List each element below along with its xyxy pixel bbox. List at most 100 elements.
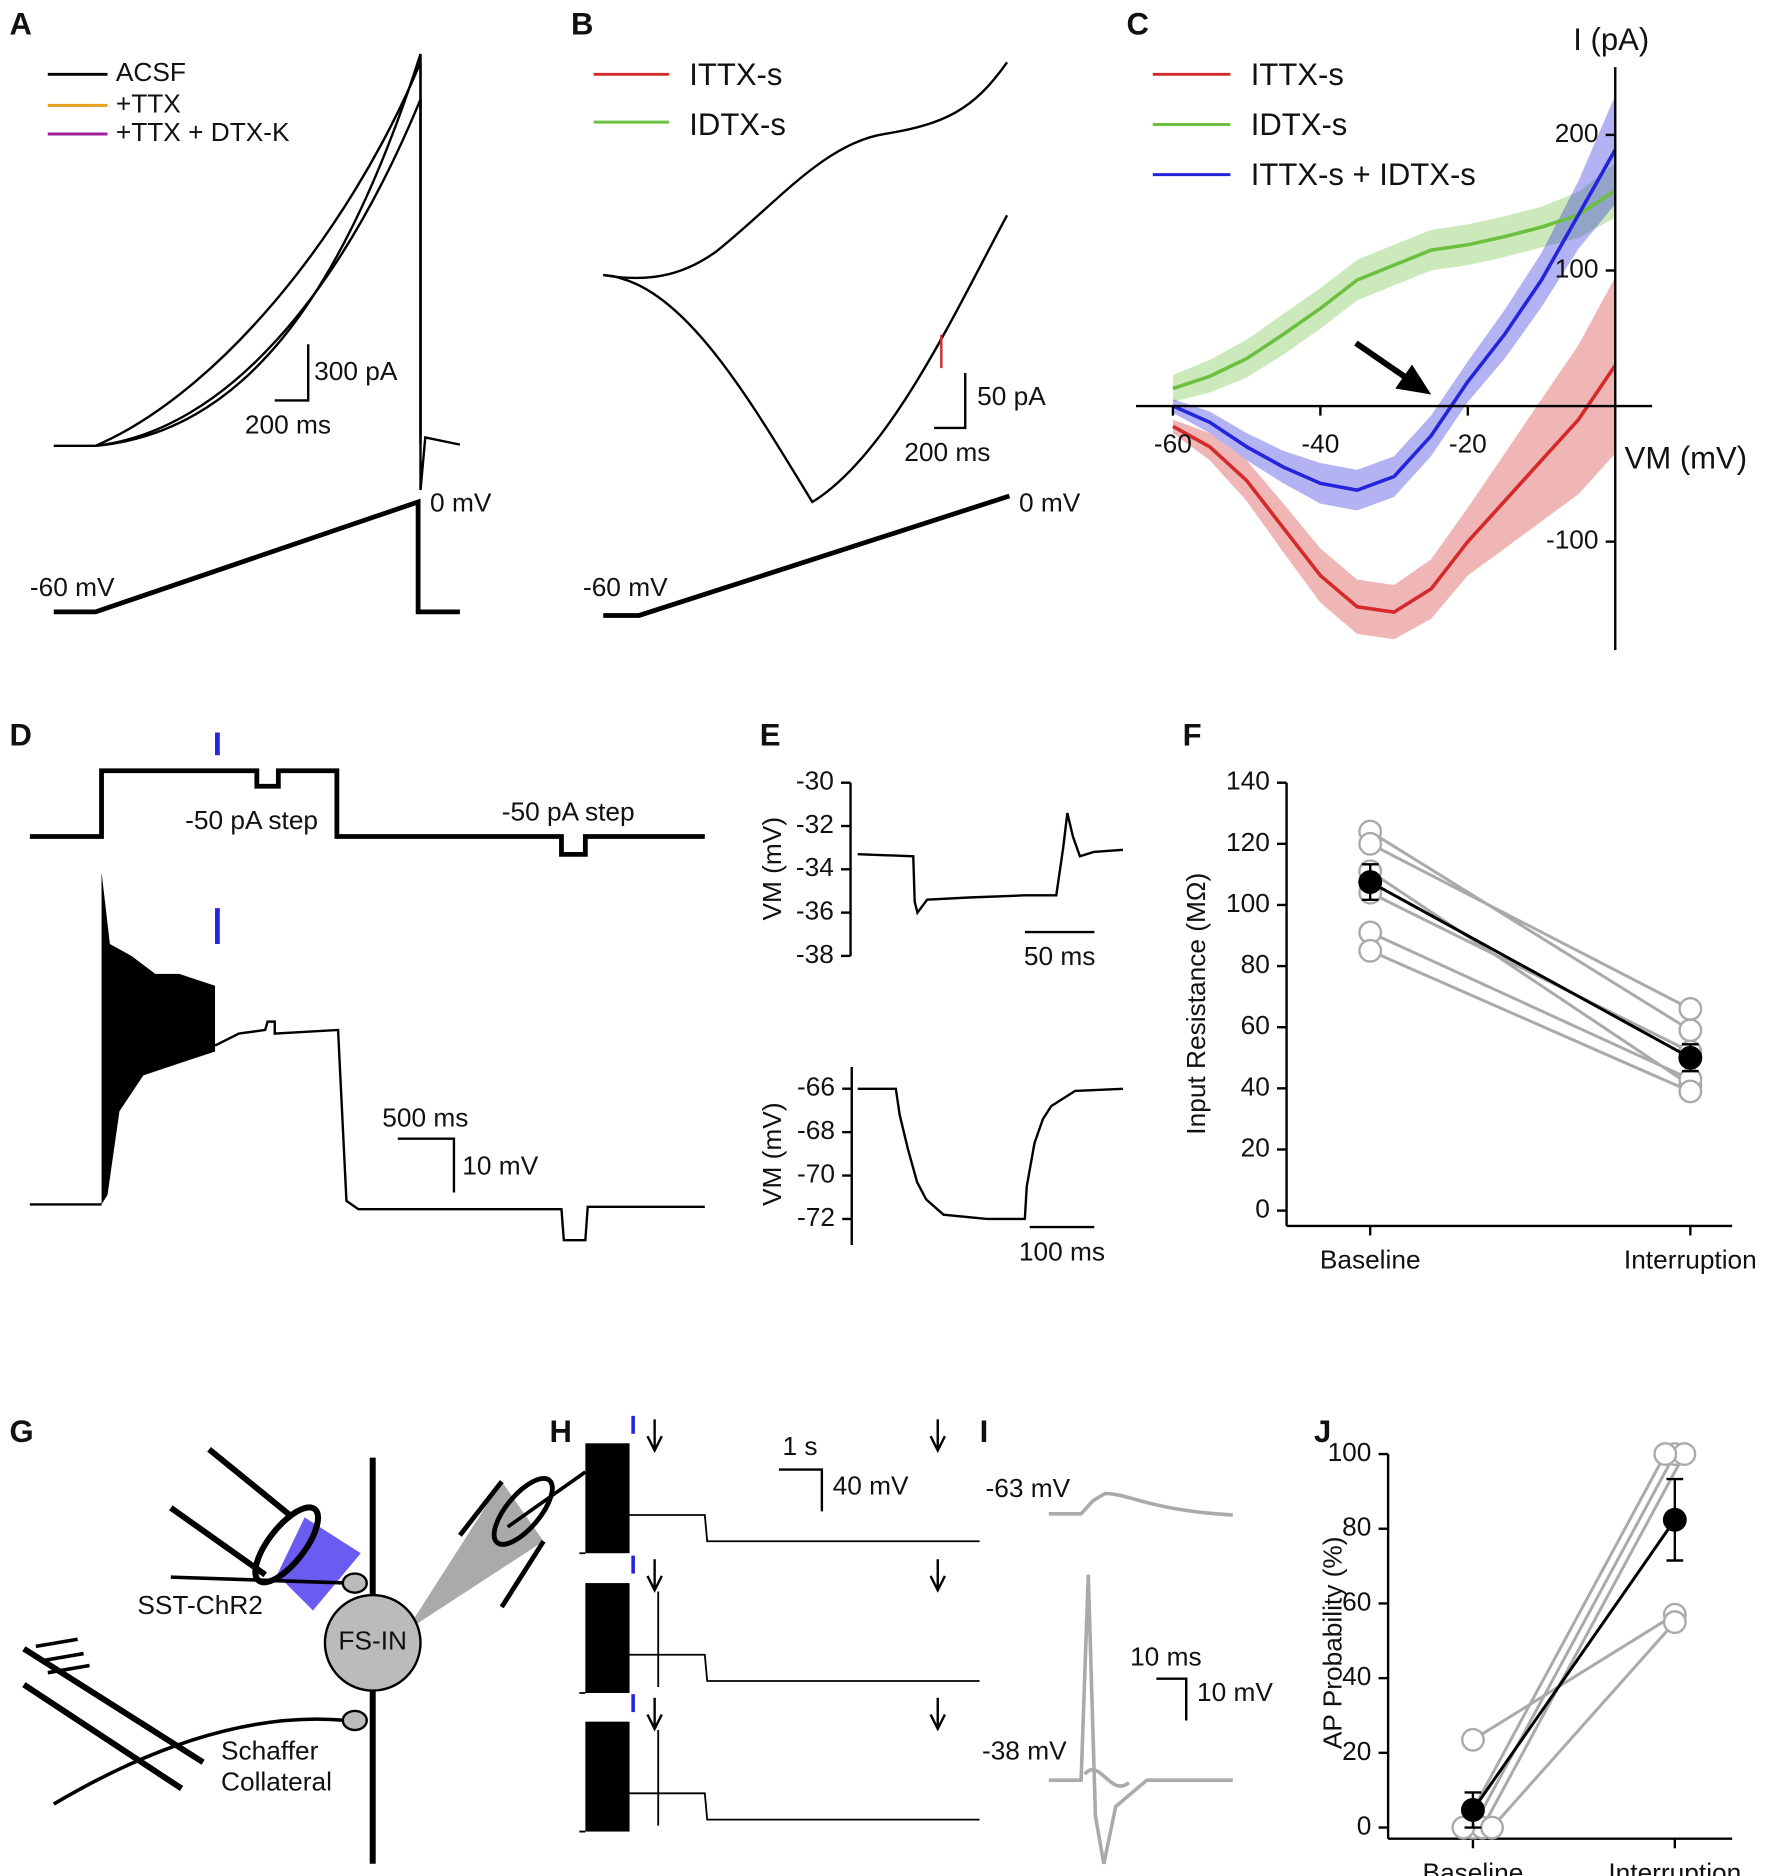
- x-tick-label: Interruption: [1608, 1857, 1741, 1876]
- light-cone: [277, 1517, 361, 1611]
- panel-label: F: [1183, 718, 1202, 753]
- panel-label: B: [571, 7, 593, 42]
- y-tick-label: -68: [797, 1115, 835, 1145]
- cell-line: [1462, 1453, 1667, 1829]
- mean-line: [1471, 1518, 1677, 1811]
- cell-line: [1369, 949, 1691, 1093]
- scale-label: 50 pA: [977, 381, 1046, 411]
- cell-line: [1369, 842, 1692, 1011]
- scale-label: 10 mV: [1197, 1677, 1273, 1707]
- scale-label: 1 s: [782, 1431, 817, 1461]
- pipette: [499, 1539, 546, 1609]
- cell-point: [1358, 938, 1383, 963]
- legend-label: ITTX-s: [1251, 57, 1344, 92]
- scale-label: 200 ms: [245, 410, 331, 440]
- stimulator: [22, 1646, 205, 1765]
- scale-bar: [274, 344, 310, 402]
- scale-label: 10 ms: [1130, 1641, 1202, 1671]
- y-axis-label: AP Probability (%): [1317, 1536, 1347, 1749]
- trace: [29, 1020, 705, 1242]
- panel-label: I: [980, 1414, 989, 1449]
- panel-label: H: [550, 1414, 572, 1449]
- legend-label: ACSF: [116, 57, 186, 87]
- legend-label: +TTX: [116, 88, 181, 118]
- cell-point: [1678, 1018, 1703, 1043]
- command: [53, 498, 460, 615]
- cell-line: [1369, 830, 1692, 1032]
- voltage-label: -63 mV: [986, 1473, 1071, 1503]
- stimulator: [22, 1682, 184, 1792]
- trace: [857, 812, 1124, 916]
- y-axis-label: I (pA): [1573, 22, 1649, 57]
- legend-label: +TTX + DTX-K: [116, 117, 290, 147]
- cell-point: [1678, 1079, 1703, 1104]
- panel-label: C: [1127, 7, 1149, 42]
- legend-label: IDTX-s: [689, 107, 786, 142]
- trace: [579, 1514, 980, 1555]
- line: [1172, 364, 1617, 614]
- scale-label: 50 ms: [1024, 941, 1096, 971]
- pipette-end: [491, 1476, 555, 1547]
- x-tick-label: -20: [1449, 428, 1487, 458]
- scale-bar: [934, 372, 967, 430]
- mean-point: [1662, 1507, 1687, 1532]
- command: [603, 493, 1011, 618]
- trace: [95, 61, 422, 447]
- trace: [603, 61, 1009, 280]
- y-axis-label: VM (mV): [757, 817, 787, 921]
- trace: [1048, 1491, 1233, 1517]
- y-tick-label: -66: [797, 1072, 835, 1102]
- panel-label: A: [10, 7, 32, 42]
- x-tick-label: Baseline: [1320, 1245, 1421, 1275]
- x-tick-label: Interruption: [1624, 1245, 1757, 1275]
- y-tick-label: -32: [796, 809, 834, 839]
- cell-line: [1471, 1453, 1677, 1829]
- trace: [95, 98, 422, 448]
- error-band: [1172, 277, 1616, 640]
- voltage-label: -60 mV: [583, 572, 668, 602]
- y-tick-label: 100: [1555, 253, 1599, 283]
- cell-point: [1460, 1727, 1485, 1752]
- x-tick-label: Baseline: [1423, 1857, 1524, 1876]
- arrows: [646, 1419, 946, 1732]
- stimulator-tip: [35, 1637, 90, 1675]
- scale-label: 40 mV: [833, 1470, 909, 1500]
- cell-point: [1480, 1815, 1504, 1840]
- x-tick-label: -40: [1301, 428, 1339, 458]
- cell-line: [1481, 1453, 1686, 1829]
- y-tick-label: 40: [1241, 1071, 1270, 1101]
- pipette: [406, 1481, 544, 1631]
- y-tick-label: 200: [1555, 118, 1599, 148]
- legend-label: ITTX-s + IDTX-s: [1251, 157, 1476, 192]
- y-tick-label: 100: [1328, 1437, 1372, 1467]
- line: [1172, 189, 1617, 391]
- y-axis-label: VM (mV): [757, 1102, 787, 1206]
- mean-line: [1369, 880, 1692, 1060]
- trace: [579, 1730, 980, 1833]
- y-tick-label: 40: [1342, 1661, 1371, 1691]
- scale-label: 500 ms: [382, 1103, 468, 1133]
- y-tick-label: 140: [1226, 766, 1270, 796]
- y-tick-label: 20: [1342, 1736, 1371, 1766]
- axon: [170, 1575, 349, 1585]
- pipette: [458, 1480, 504, 1537]
- y-tick-label: -38: [796, 939, 834, 969]
- mean-point: [1678, 1045, 1703, 1070]
- scale-label: 100 ms: [1019, 1236, 1105, 1266]
- cell-line: [1369, 870, 1692, 1087]
- panel-label: G: [10, 1414, 34, 1449]
- cell-point: [1662, 1610, 1687, 1635]
- light-guide: [207, 1446, 295, 1520]
- voltage-label: -60 mV: [30, 572, 115, 602]
- command: [29, 768, 705, 857]
- scale-bar: [1156, 1677, 1188, 1721]
- legend-label: IDTX-s: [1251, 107, 1348, 142]
- mean-point: [1460, 1798, 1485, 1822]
- diagram-label: Schaffer: [221, 1736, 319, 1766]
- sweep: [579, 1555, 980, 1694]
- sweep: [579, 1415, 980, 1555]
- x-axis-label: VM (mV): [1625, 440, 1747, 475]
- cell-line: [1490, 1621, 1676, 1829]
- panel-label: J: [1314, 1414, 1331, 1449]
